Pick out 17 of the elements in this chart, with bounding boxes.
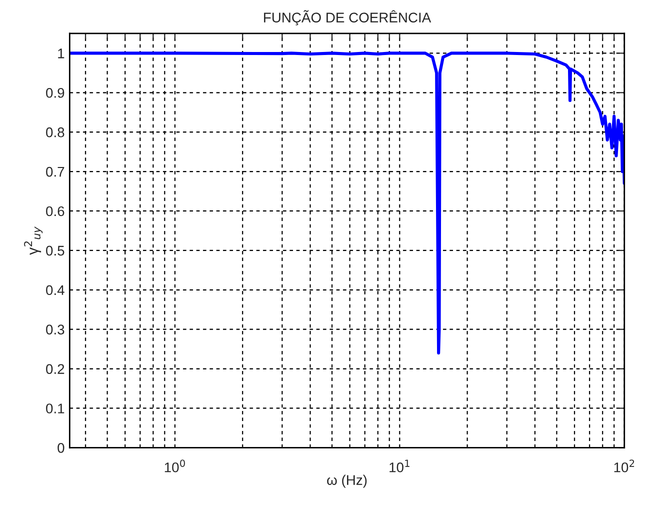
y-tick-label: 1 bbox=[58, 48, 64, 58]
y-tick-label: 0.3 bbox=[46, 324, 64, 334]
x-tick-label: 10$^{1}$ bbox=[390, 460, 410, 472]
y-tick-label: 0 bbox=[58, 443, 64, 453]
x-tick-label: 10$^{2}$ bbox=[614, 460, 634, 472]
y-tick-label: 0.1 bbox=[46, 404, 64, 414]
x-axis-title: ω (Hz) bbox=[327, 474, 367, 488]
y-tick-label: 0.7 bbox=[46, 166, 64, 177]
y-tick-label: 0.9 bbox=[46, 88, 64, 98]
y-tick-label: 0.4 bbox=[46, 285, 64, 296]
y-tick-label: 0.8 bbox=[46, 127, 64, 138]
x-tick-label: 10$^{0}$ bbox=[164, 460, 185, 472]
chart-title: FUNÇÃO DE COERÊNCIA bbox=[264, 10, 432, 26]
y-tick-label: 0.2 bbox=[46, 364, 64, 374]
y-tick-label: 0.5 bbox=[46, 246, 64, 256]
y-tick-label: 0.6 bbox=[46, 206, 64, 216]
y-axis-title: γ$^{2}$$_{uy}$ bbox=[24, 226, 43, 255]
